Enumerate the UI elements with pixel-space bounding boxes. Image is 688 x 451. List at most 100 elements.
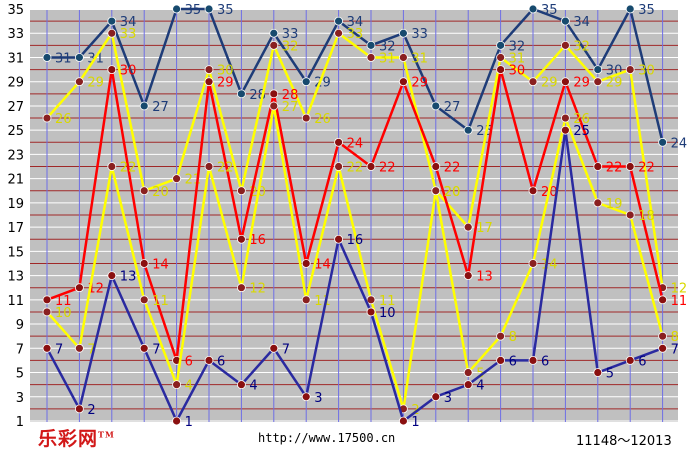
- y-tick-label: 17: [7, 221, 24, 236]
- data-label: 30: [120, 64, 137, 79]
- data-label: 8: [671, 330, 679, 345]
- series-point: [269, 40, 279, 50]
- series-point: [334, 137, 344, 147]
- series-point: [625, 162, 635, 171]
- data-label: 11: [55, 294, 72, 309]
- series-point: [269, 343, 279, 353]
- data-label: 27: [444, 100, 461, 115]
- series-point: [107, 65, 117, 74]
- series-point: [431, 392, 441, 402]
- data-label: 18: [638, 209, 655, 224]
- series-point: [269, 28, 279, 38]
- site-url[interactable]: http://www.17500.cn: [258, 431, 396, 445]
- data-label: 17: [476, 221, 493, 236]
- data-label: 29: [541, 76, 558, 91]
- data-label: 7: [282, 342, 290, 357]
- data-label: 11: [152, 294, 169, 309]
- series-point: [463, 222, 473, 232]
- y-tick-label: 19: [7, 197, 24, 212]
- data-label: 14: [541, 257, 558, 272]
- y-tick-label: 7: [16, 342, 24, 357]
- data-label: 27: [282, 100, 299, 115]
- y-tick-label: 27: [7, 100, 24, 115]
- y-tick-label: 25: [7, 124, 24, 139]
- series-point: [561, 40, 570, 50]
- series-point: [625, 4, 635, 14]
- series-point: [236, 283, 246, 293]
- data-label: 19: [606, 197, 623, 212]
- series-point: [204, 65, 214, 74]
- data-label: 30: [217, 64, 234, 79]
- series-line: [45, 130, 664, 424]
- y-tick-label: 23: [7, 148, 24, 163]
- series-point: [366, 40, 376, 50]
- data-label: 34: [347, 15, 364, 30]
- data-label: 33: [411, 27, 428, 42]
- data-label: 32: [573, 39, 590, 54]
- series-point: [496, 65, 506, 74]
- series-point: [398, 77, 408, 87]
- data-label: 12: [671, 282, 688, 297]
- series-point: [496, 356, 506, 365]
- issue-range: 11148～12013: [576, 434, 672, 449]
- y-tick-label: 21: [7, 173, 24, 188]
- series-point: [334, 16, 344, 26]
- series-point: [366, 53, 376, 62]
- series-point: [334, 234, 344, 244]
- data-label: 29: [411, 76, 428, 91]
- data-label: 24: [347, 136, 364, 151]
- series-point: [431, 186, 441, 196]
- data-label: 32: [509, 39, 526, 54]
- y-tick-label: 13: [7, 270, 24, 285]
- data-label: 6: [217, 354, 225, 369]
- data-label: 13: [476, 270, 493, 285]
- series-point: [625, 65, 635, 74]
- data-label: 13: [120, 270, 137, 285]
- series-line: [47, 5, 664, 143]
- series-point: [172, 4, 182, 14]
- data-label: 5: [606, 367, 614, 382]
- data-label: 11: [314, 294, 331, 309]
- data-label: 7: [87, 342, 95, 357]
- series-point: [204, 4, 214, 14]
- data-label: 29: [87, 76, 104, 91]
- data-label: 33: [347, 27, 364, 42]
- data-label: 33: [120, 27, 137, 42]
- data-label: 32: [282, 39, 299, 54]
- series-point: [204, 162, 214, 171]
- data-label: 35: [541, 3, 558, 18]
- series-point: [593, 368, 603, 377]
- y-tick-label: 3: [16, 391, 24, 406]
- y-tick-label: 29: [7, 76, 24, 91]
- data-label: 29: [217, 76, 234, 91]
- series-point: [463, 125, 473, 135]
- data-label: 22: [606, 161, 623, 176]
- series-point: [301, 77, 311, 87]
- data-label: 11: [379, 294, 396, 309]
- data-label: 6: [638, 354, 646, 369]
- data-label: 28: [282, 88, 299, 103]
- data-label: 10: [55, 306, 72, 321]
- series-point: [463, 380, 473, 390]
- series-point: [625, 356, 635, 365]
- data-label: 4: [185, 379, 193, 394]
- y-tick-label: 5: [16, 367, 24, 382]
- series-point: [107, 28, 117, 38]
- series-point: [107, 16, 117, 26]
- series-point: [398, 416, 408, 426]
- y-tick-label: 11: [7, 294, 24, 309]
- series-point: [75, 77, 84, 87]
- data-label: 34: [573, 15, 590, 30]
- series-point: [561, 16, 570, 26]
- data-label: 22: [379, 161, 396, 176]
- series-point: [528, 186, 538, 196]
- data-label: 3: [314, 391, 322, 406]
- series-point: [593, 65, 603, 74]
- series-point: [658, 295, 667, 305]
- data-label: 31: [379, 51, 396, 66]
- data-label: 14: [152, 257, 169, 272]
- series-line: [46, 30, 664, 288]
